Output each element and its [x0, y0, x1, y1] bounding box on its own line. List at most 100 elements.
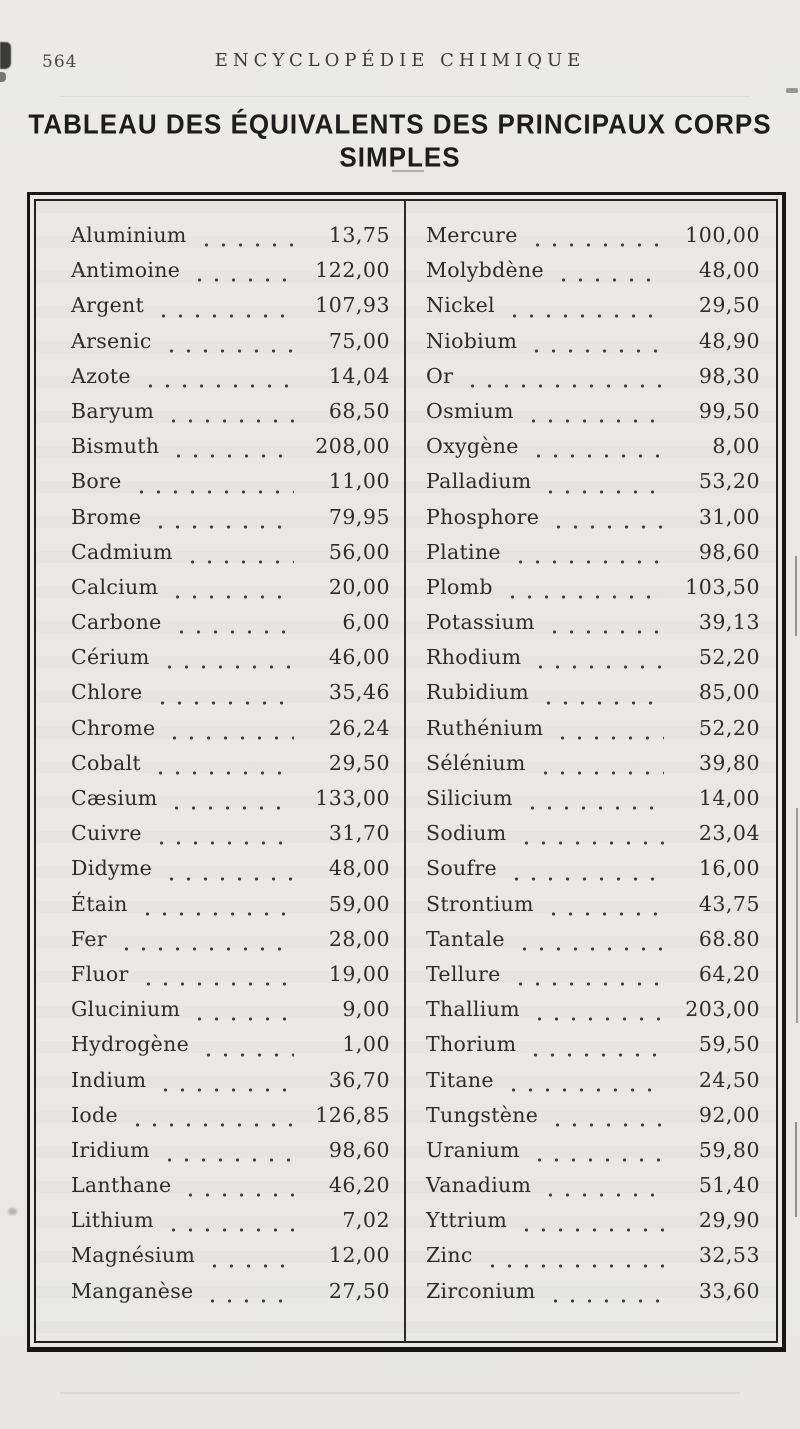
dot-leader: [167, 574, 294, 611]
dot-leader: [189, 997, 294, 1033]
element-value: 68.80: [698, 926, 760, 951]
element-name: Didyme: [71, 856, 153, 881]
table-row: Iridium 98,60: [71, 1137, 390, 1174]
element-value: 20,00: [328, 574, 390, 599]
dot-leader: [527, 434, 664, 470]
element-value: 39,13: [698, 610, 760, 635]
element-value: 35,46: [328, 680, 390, 705]
dot-leader: [481, 1243, 664, 1279]
element-value: 103,50: [685, 574, 760, 599]
element-value: 31,70: [328, 821, 390, 846]
element-name: Ruthénium: [426, 715, 544, 740]
element-value: 85,00: [698, 680, 760, 705]
element-value: 23,04: [698, 821, 760, 846]
dot-leader: [161, 856, 294, 892]
table-row: Yttrium 29,90: [426, 1208, 760, 1244]
table-row: Carbone 6,00: [71, 610, 390, 646]
element-value: 48,90: [698, 328, 760, 353]
table-row: Phosphore 31,00: [426, 504, 760, 540]
element-name: Molybdène: [426, 258, 544, 283]
table-row: Antimoine 122,00: [71, 258, 390, 294]
element-name: Baryum: [71, 398, 155, 423]
element-name: Chrome: [71, 715, 156, 740]
element-name: Étain: [71, 891, 128, 916]
table-row: Or 98,30: [426, 363, 760, 399]
table-row: Oxygène 8,00: [426, 434, 760, 470]
element-value: 52,20: [698, 645, 760, 670]
element-name: Cobalt: [71, 750, 141, 775]
dot-leader: [163, 398, 294, 435]
element-name: Osmium: [426, 398, 514, 423]
table-row: Bismuth 208,00: [71, 434, 390, 470]
element-name: Rubidium: [426, 680, 530, 705]
element-value: 33,60: [698, 1278, 760, 1303]
element-name: Oxygène: [426, 434, 519, 459]
dot-leader: [155, 1067, 294, 1103]
table-inner-frame: Aluminium 13,75 Antimoine 122,00 Argent 107,9…: [34, 199, 778, 1343]
table-row: Arsenic 75,00: [71, 328, 390, 364]
element-value: 28,00: [328, 926, 390, 951]
dot-leader: [526, 328, 664, 364]
element-value: 53,20: [698, 469, 760, 494]
table-row: Bore 11,00: [71, 469, 390, 505]
element-name: Iridium: [71, 1137, 150, 1162]
element-name: Thallium: [426, 997, 520, 1022]
element-value: 46,20: [328, 1173, 390, 1198]
element-value: 98,60: [328, 1137, 390, 1162]
element-value: 133,00: [315, 786, 390, 810]
dot-leader: [552, 715, 664, 751]
element-name: Soufre: [426, 856, 497, 881]
table-row: Lanthane 46,20: [71, 1173, 390, 1209]
element-value: 12,00: [328, 1243, 390, 1268]
element-value: 64,20: [698, 961, 760, 986]
dot-leader: [509, 961, 664, 998]
dot-leader: [548, 504, 664, 540]
element-value: 107,93: [315, 293, 390, 318]
element-name: Potassium: [426, 610, 535, 635]
dot-leader: [130, 469, 294, 505]
table-row: Platine 98,60: [426, 539, 760, 575]
dot-leader: [538, 680, 664, 716]
table-row: Plomb 103,50: [426, 574, 760, 611]
dot-leader: [158, 1137, 294, 1174]
dot-leader: [526, 223, 664, 259]
dot-leader: [181, 539, 294, 575]
dot-leader: [149, 750, 294, 786]
table-row: Baryum 68,50: [71, 398, 390, 435]
element-value: 16,00: [698, 856, 760, 881]
element-value: 75,00: [328, 328, 390, 353]
table-row: Nickel 29,50: [426, 293, 760, 329]
element-name: Strontium: [426, 891, 534, 916]
element-name: Iode: [71, 1102, 118, 1127]
element-name: Glucinium: [71, 997, 181, 1022]
element-name: Platine: [426, 539, 501, 564]
table-row: Lithium 7,02: [71, 1208, 390, 1244]
table-row: Titane 24,50: [426, 1067, 760, 1103]
element-name: Aluminium: [71, 223, 187, 247]
title-separator: [392, 170, 424, 172]
dot-leader: [516, 1208, 664, 1244]
element-name: Bore: [71, 469, 122, 494]
element-value: 29,50: [698, 293, 760, 318]
table-row: Brome 79,95: [71, 504, 390, 540]
table-row: Cadmium 56,00: [71, 539, 390, 575]
dot-leader: [166, 786, 294, 822]
dot-leader: [501, 574, 664, 611]
dot-leader: [150, 504, 294, 540]
element-value: 79,95: [328, 504, 390, 529]
dot-leader: [150, 821, 294, 857]
element-value: 27,50: [328, 1278, 390, 1303]
element-value: 36,70: [328, 1067, 390, 1092]
table-row: Cobalt 29,50: [71, 750, 390, 786]
table-row: Calcium 20,00: [71, 574, 390, 611]
element-name: Tungstène: [426, 1102, 539, 1127]
element-value: 51,40: [698, 1173, 760, 1198]
page-title: TABLEAU DES ÉQUIVALENTS DES PRINCIPAUX C…: [28, 108, 772, 173]
element-value: 56,00: [328, 539, 390, 564]
table-column-left: Aluminium 13,75 Antimoine 122,00 Argent 107,9…: [36, 201, 406, 1341]
dot-leader: [198, 1032, 294, 1068]
table-row: Étain 59,00: [71, 891, 390, 927]
dot-leader: [168, 434, 294, 470]
element-name: Zinc: [426, 1243, 473, 1268]
